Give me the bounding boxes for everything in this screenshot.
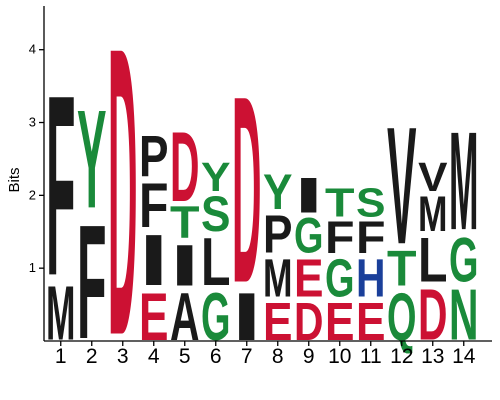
x-tick-label: 12 [390,345,413,368]
logo-letter-g: G [294,209,323,264]
logo-letter-t: T [170,198,200,248]
logo-letter-y: Y [263,164,292,220]
logo-letter-g: G [325,248,354,308]
logo-letter-i: I [294,168,323,224]
logo-letter-h: H [356,249,386,309]
logo-letter-p: P [263,204,292,264]
logo-letter-m: M [263,248,292,308]
y-tick-label: 3 [29,115,36,130]
logo-letter-y: Y [201,155,230,200]
logo-letter-l: L [201,225,230,300]
logo-letter-t: T [387,242,417,297]
logo-letter-s: S [356,180,385,225]
logo-letter-t: T [325,181,354,226]
logo-letter-m: M [418,187,448,242]
logo-letter-d: D [170,112,199,223]
x-tick-label: 10 [328,345,351,368]
logo-letter-i: I [139,221,168,301]
x-tick-label: 13 [421,345,444,368]
logo-letter-m: M [449,103,478,259]
logo-letter-d: D [108,0,138,400]
logo-letter-e: E [294,248,323,308]
x-tick-label: 8 [272,345,284,368]
x-tick-label: 7 [241,345,253,368]
y-tick-label: 2 [29,187,36,202]
x-tick-label: 4 [148,345,160,368]
logo-letter-d: D [232,41,262,339]
logo-letter-f: F [325,212,355,262]
x-tick-label: 14 [452,345,476,368]
logo-letter-y: Y [77,81,106,237]
x-tick-label: 1 [55,345,67,368]
logo-letter-v: V [418,155,447,200]
x-tick-label: 11 [360,345,382,368]
logo-letter-f: F [139,170,168,241]
y-axis-label: Bits [6,167,23,192]
y-tick-label: 4 [29,42,36,57]
x-tick-label: 3 [117,345,129,368]
logo-letter-g: G [449,226,478,296]
y-tick-label: 1 [29,260,36,275]
logo-letter-f: F [46,42,75,330]
logo-letter-p: P [139,124,169,190]
logo-letter-l: L [418,224,447,295]
logo-letter-v: V [387,91,416,278]
logo-letter-s: S [201,185,230,241]
x-tick-label: 6 [210,345,222,368]
logo-letter-f: F [356,212,386,262]
x-tick-label: 5 [179,345,191,368]
x-tick-label: 9 [303,345,315,368]
x-tick-label: 2 [86,345,98,368]
logo-letter-i: I [170,233,199,299]
